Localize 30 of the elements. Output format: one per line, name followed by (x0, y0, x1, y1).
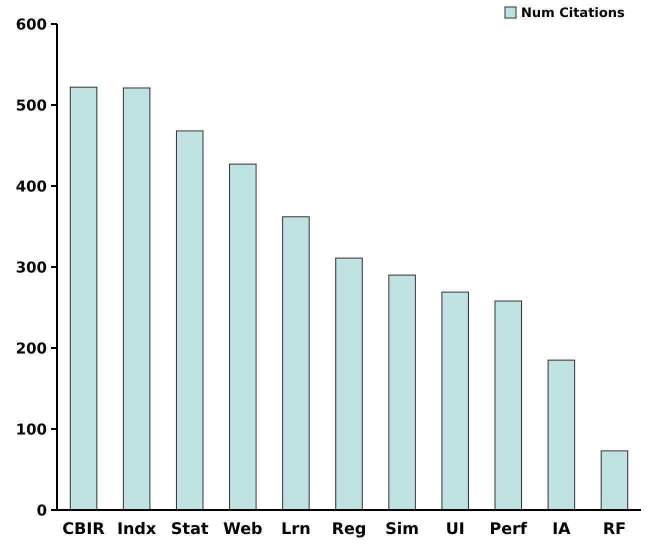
x-tick-label: RF (602, 519, 626, 538)
bar (441, 292, 469, 510)
x-tick-label: IA (552, 519, 572, 538)
x-tick-label: Reg (332, 519, 366, 538)
y-tick-label: 300 (16, 258, 47, 276)
x-tick-label: Web (223, 519, 263, 538)
y-tick-label: 0 (36, 501, 47, 520)
x-tick-label: Lrn (281, 519, 311, 538)
x-tick-label: CBIR (62, 519, 105, 538)
bar (70, 86, 98, 510)
bar (600, 450, 628, 510)
bar (229, 164, 257, 510)
bar (122, 87, 150, 510)
bar (335, 258, 363, 510)
y-tick-label: 500 (16, 96, 47, 114)
y-tick-label: 100 (16, 420, 47, 438)
x-tick-label: Sim (385, 519, 419, 538)
y-tick-label: 200 (16, 339, 47, 358)
legend-label: Num Citations (521, 6, 626, 21)
bar (548, 360, 576, 510)
y-tick-label: 400 (16, 177, 47, 196)
y-tick-label: 600 (16, 15, 47, 34)
bar (282, 216, 310, 510)
bar (388, 274, 416, 510)
x-tick-label: Stat (170, 519, 209, 538)
x-tick-label: Perf (490, 519, 528, 538)
bar (494, 300, 522, 510)
x-tick-label: Indx (117, 519, 157, 538)
x-tick-label: UI (446, 519, 465, 538)
bar (176, 130, 204, 510)
